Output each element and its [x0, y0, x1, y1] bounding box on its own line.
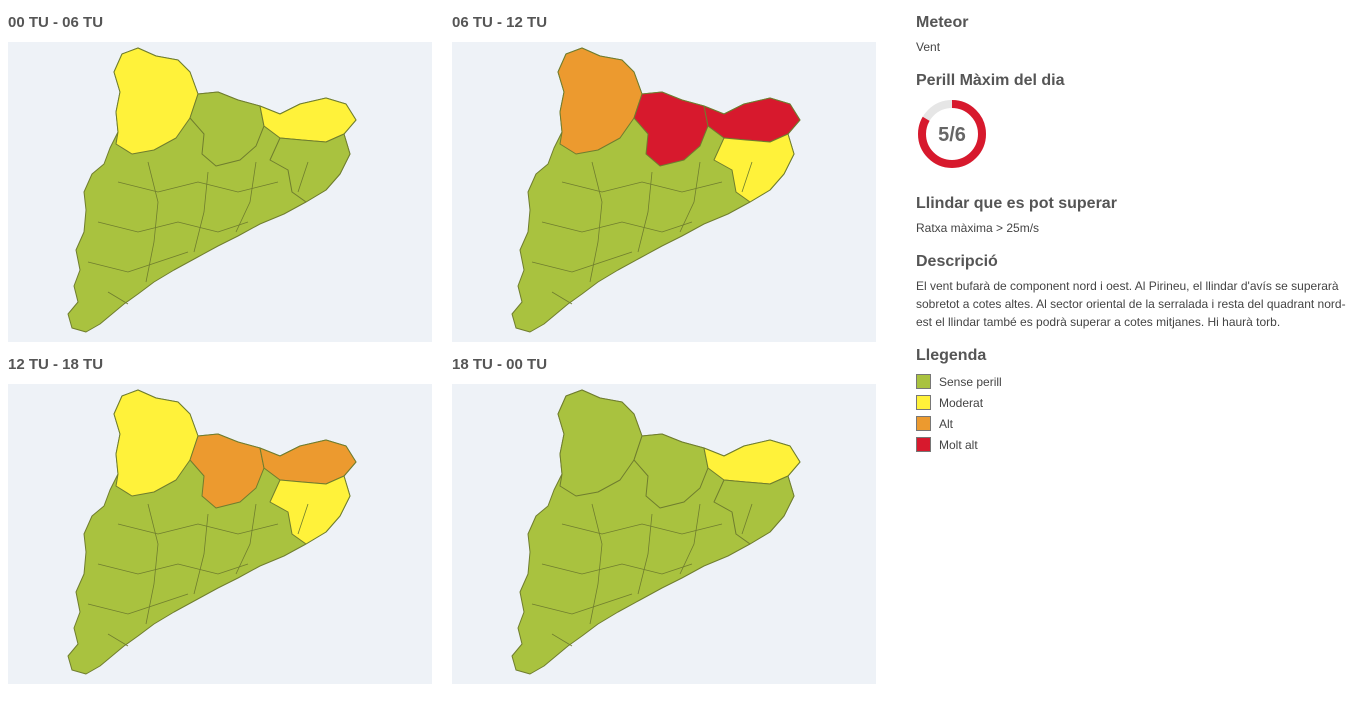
region-north-east	[259, 439, 357, 485]
max-danger-title: Perill Màxim del dia	[916, 72, 1065, 89]
description-title: Descripció	[916, 253, 998, 270]
county-border-3	[87, 251, 189, 273]
region-north-central	[189, 91, 265, 167]
county-border-3	[87, 593, 189, 615]
county-border-5	[193, 513, 209, 595]
county-border-5	[193, 171, 209, 253]
county-border-7	[551, 291, 573, 305]
county-border-6	[679, 503, 701, 575]
map-area	[452, 42, 876, 342]
region-east	[269, 475, 351, 545]
panel-title: 18 TU - 00 TU	[452, 356, 548, 373]
county-border-7	[107, 633, 129, 647]
county-border-6	[679, 161, 701, 233]
county-border-3	[531, 593, 633, 615]
county-border-6	[235, 503, 257, 575]
meteor-value: Vent	[916, 40, 941, 54]
county-border-7	[107, 291, 129, 305]
region-north-east	[703, 97, 801, 143]
region-north-west	[557, 389, 643, 497]
catalonia-map	[511, 47, 801, 333]
legend-swatch	[916, 374, 931, 389]
legend-swatch	[916, 437, 931, 452]
county-border-8	[741, 161, 753, 193]
legend-label: Molt alt	[939, 437, 978, 452]
county-border-4	[145, 161, 159, 283]
region-north-east	[259, 97, 357, 143]
panel-title: 00 TU - 06 TU	[8, 14, 104, 31]
legend-label: Sense perill	[939, 374, 1002, 389]
county-border-4	[589, 161, 603, 283]
side-info: Meteor Vent Perill Màxim del dia 5/6 Lli…	[916, 12, 1361, 455]
panel-title: 06 TU - 12 TU	[452, 14, 548, 31]
county-border-2	[97, 221, 249, 233]
description-text: El vent bufarà de component nord i oest.…	[916, 279, 1346, 329]
catalonia-map	[67, 389, 357, 675]
county-border-4	[145, 503, 159, 625]
region-north-central	[189, 433, 265, 509]
gauge-value: 5/6	[938, 124, 966, 146]
county-border-8	[297, 503, 309, 535]
meteor-title: Meteor	[916, 14, 969, 31]
region-north-west	[113, 389, 199, 497]
county-border-5	[637, 171, 653, 253]
county-border-8	[297, 161, 309, 193]
county-border-1	[117, 181, 279, 193]
county-border-1	[561, 181, 723, 193]
threshold-title: Llindar que es pot superar	[916, 195, 1117, 212]
map-panel-1: 00 TU - 06 TU	[8, 12, 432, 342]
legend-item: Alt	[916, 413, 1361, 434]
county-border-1	[561, 523, 723, 535]
county-border-2	[97, 563, 249, 575]
region-north-central	[633, 91, 709, 167]
county-border-8	[741, 503, 753, 535]
threshold-value: Ratxa màxima > 25m/s	[916, 221, 1040, 235]
map-area	[8, 384, 432, 684]
legend-swatch	[916, 416, 931, 431]
region-north-east	[703, 439, 801, 485]
county-border-7	[551, 633, 573, 647]
panel-title: 12 TU - 18 TU	[8, 356, 104, 373]
map-panel-3: 12 TU - 18 TU	[8, 354, 432, 684]
map-panel-2: 06 TU - 12 TU	[452, 12, 876, 342]
county-border-5	[637, 513, 653, 595]
region-north-west	[557, 47, 643, 155]
legend-label: Alt	[939, 416, 954, 431]
legend-item: Molt alt	[916, 434, 1361, 455]
region-east	[713, 475, 795, 545]
legend: Sense perill Moderat Alt Molt alt	[916, 371, 1361, 455]
map-area	[8, 42, 432, 342]
legend-item: Sense perill	[916, 371, 1361, 392]
region-north-west	[113, 47, 199, 155]
map-area	[452, 384, 876, 684]
county-border-6	[235, 161, 257, 233]
legend-title: Llegenda	[916, 347, 987, 364]
legend-item: Moderat	[916, 392, 1361, 413]
gauge-arc	[918, 100, 986, 168]
region-east	[713, 133, 795, 203]
county-border-3	[531, 251, 633, 273]
catalonia-map	[511, 389, 801, 675]
map-panel-4: 18 TU - 00 TU	[452, 354, 876, 684]
county-border-1	[117, 523, 279, 535]
legend-label: Moderat	[939, 395, 984, 410]
region-east	[269, 133, 351, 203]
region-north-central	[633, 433, 709, 509]
county-border-4	[589, 503, 603, 625]
legend-swatch	[916, 395, 931, 410]
catalonia-map	[67, 47, 357, 333]
county-border-2	[541, 221, 693, 233]
danger-gauge: 5/6	[918, 100, 986, 168]
county-border-2	[541, 563, 693, 575]
